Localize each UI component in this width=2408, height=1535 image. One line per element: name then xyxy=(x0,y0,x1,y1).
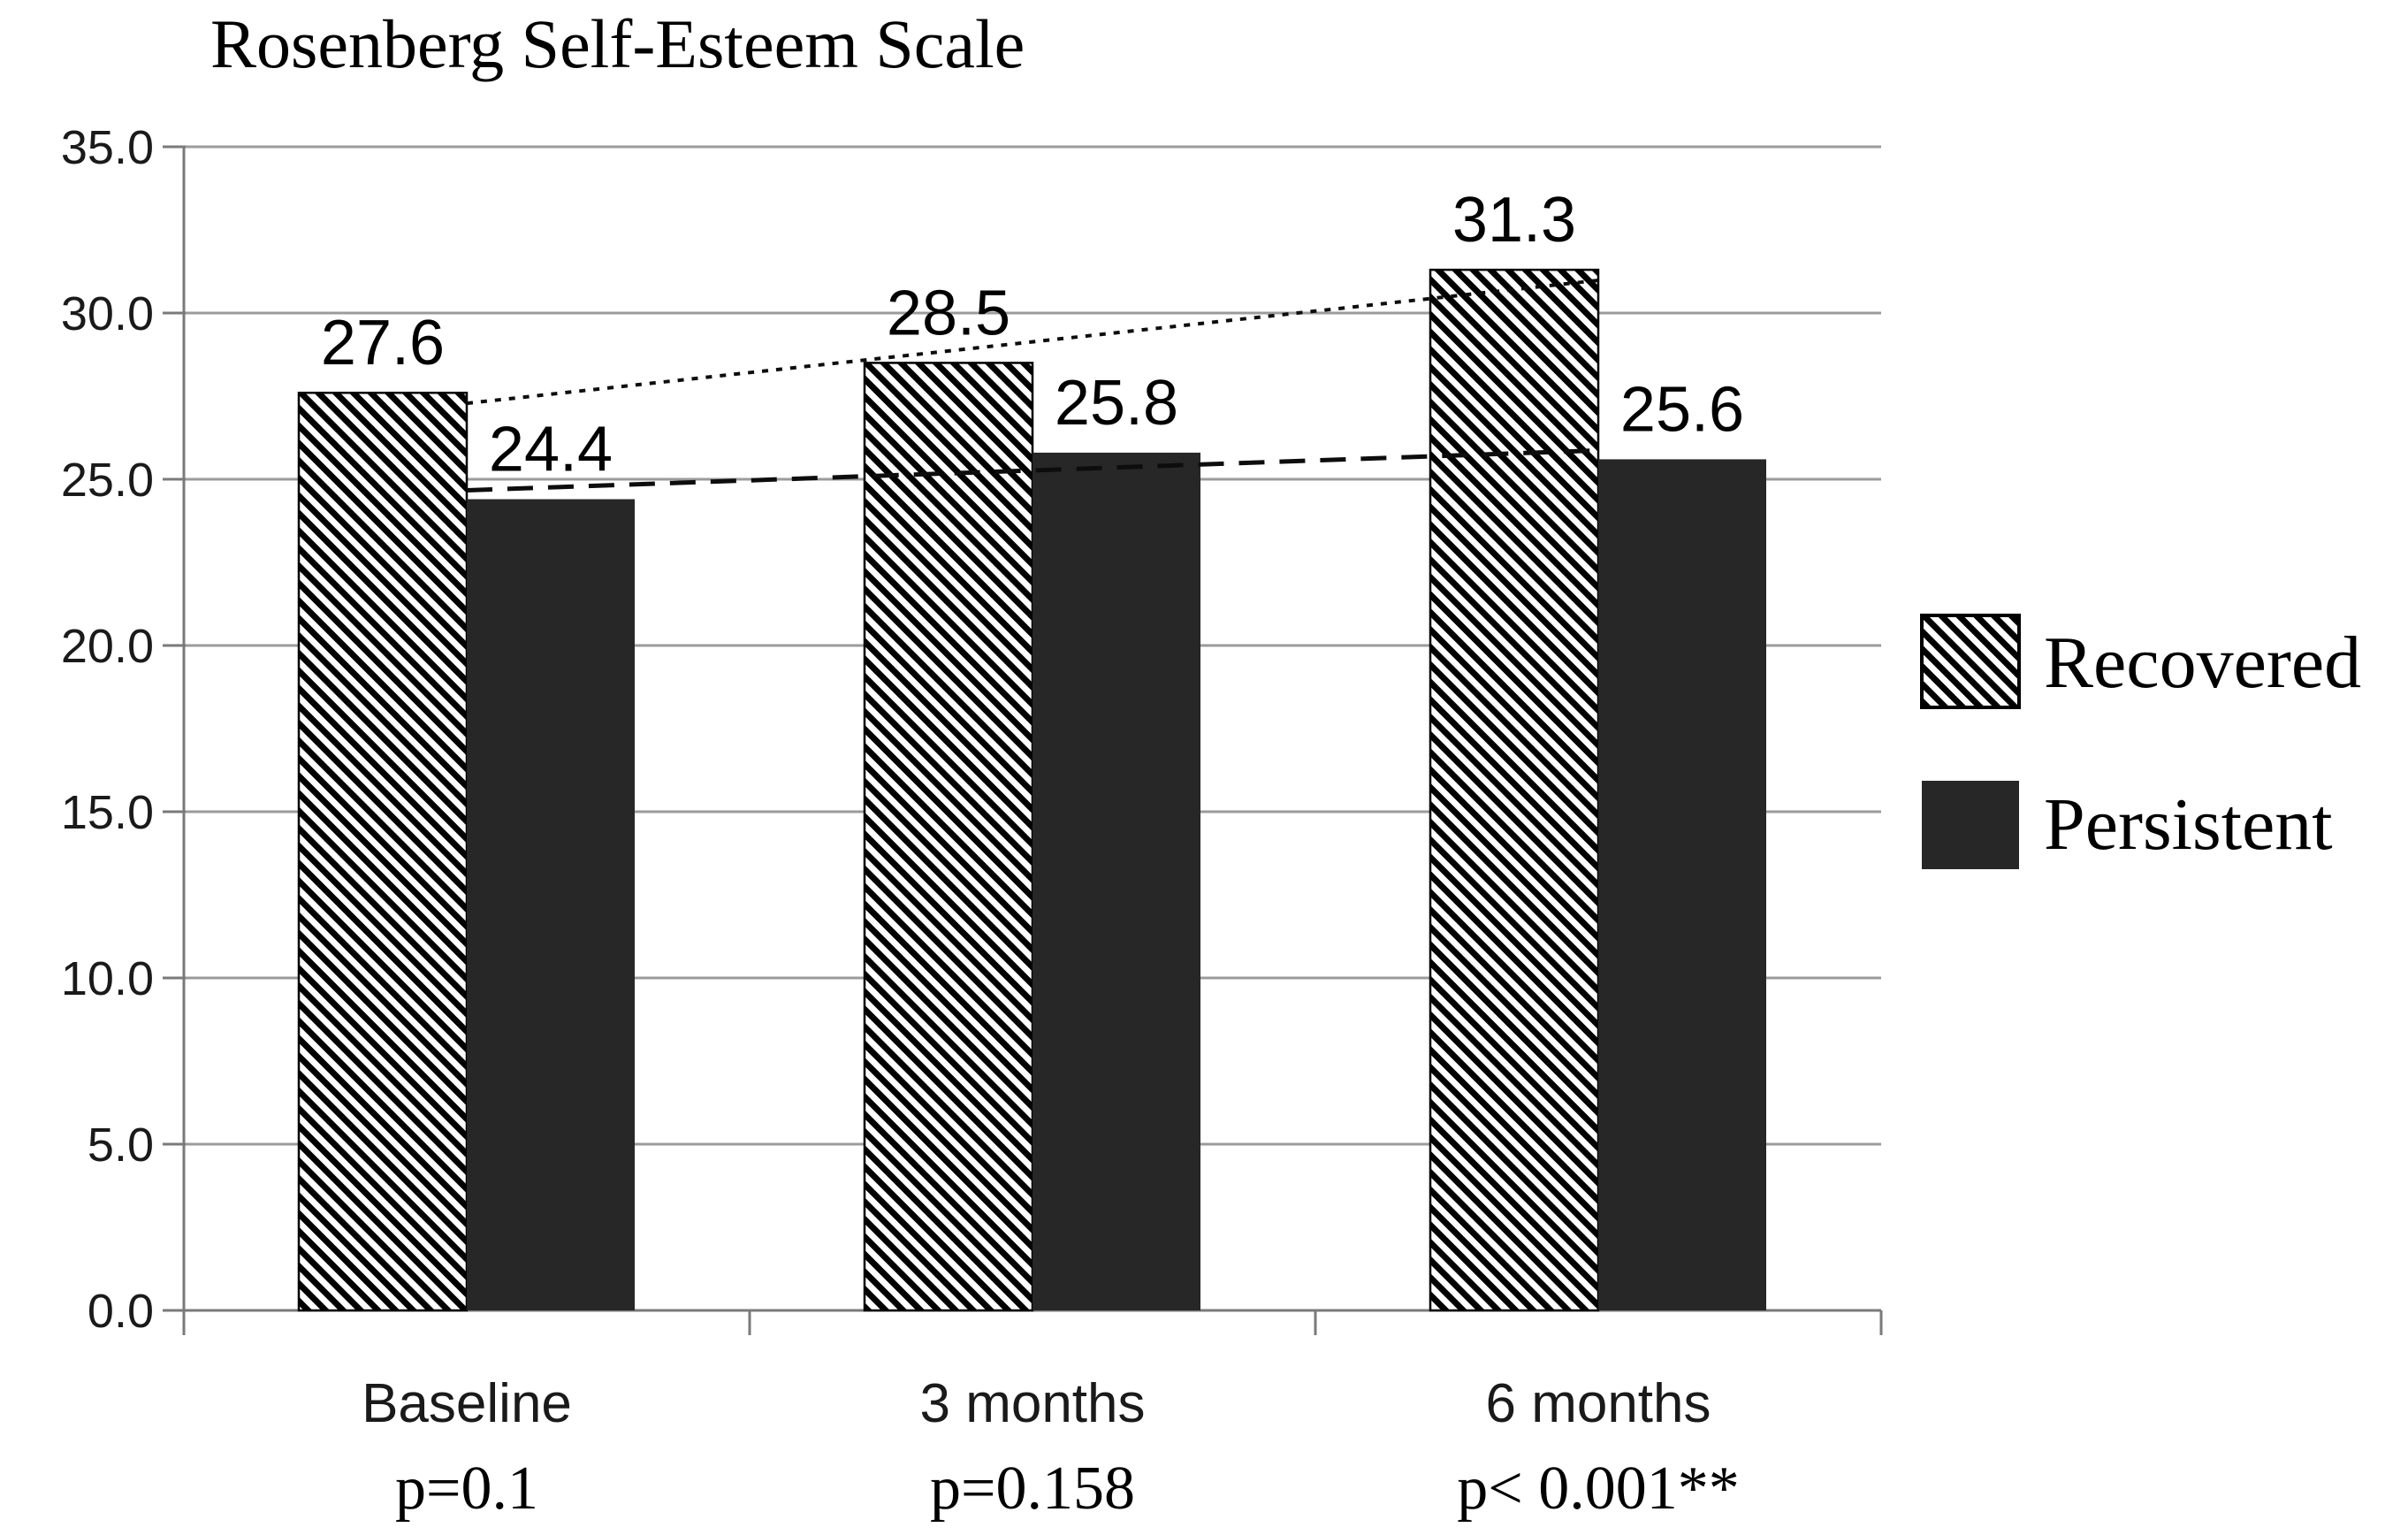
legend-swatch-recovered-hatch xyxy=(1920,614,2021,709)
value-label-persistent-0: 24.4 xyxy=(489,415,613,485)
x-category-label-0: Baseline xyxy=(362,1373,572,1434)
value-label-persistent-2: 25.6 xyxy=(1620,374,1744,445)
legend-swatch-persistent-solid xyxy=(1922,781,2019,869)
value-label-recovered-0: 27.6 xyxy=(321,308,445,378)
value-label-persistent-1: 25.8 xyxy=(1055,368,1178,439)
x-category-label-1: 3 months xyxy=(919,1373,1145,1434)
y-tick-label-0.0: 0.0 xyxy=(88,1285,154,1338)
chart-title: Rosenberg Self-Esteem Scale xyxy=(210,5,1025,82)
bar-persistent-baseline xyxy=(467,499,635,1310)
y-tick-label-25.0: 25.0 xyxy=(61,454,154,507)
legend-label-persistent: Persistent xyxy=(2044,783,2333,866)
value-label-recovered-1: 28.5 xyxy=(887,278,1010,348)
legend-label-recovered: Recovered xyxy=(2044,622,2361,704)
legend: Recovered Persistent xyxy=(1920,614,2361,869)
trendline-persistent-dashed xyxy=(466,447,1599,493)
bars-layer xyxy=(297,268,1766,1312)
trendline-recovered-dotted xyxy=(466,279,1599,406)
labels-layer: 0.0 5.0 10.0 15.0 20.0 25.0 30.0 35.0 27.6 24.4 Ba… xyxy=(61,121,1744,1523)
y-tick-label-10.0: 10.0 xyxy=(61,952,154,1005)
p-value-label-2: p< 0.001** xyxy=(1457,1455,1739,1523)
bar-persistent-3-months xyxy=(1033,452,1200,1310)
bar-recovered-6-months xyxy=(1429,268,1600,1312)
y-tick-label-35.0: 35.0 xyxy=(61,121,154,174)
x-category-label-2: 6 months xyxy=(1485,1373,1711,1434)
bar-persistent-6-months xyxy=(1598,459,1766,1310)
y-tick-label-15.0: 15.0 xyxy=(61,786,154,839)
bar-recovered-3-months xyxy=(863,362,1034,1312)
trendlines-layer xyxy=(466,279,1599,493)
p-value-label-0: p=0.1 xyxy=(395,1455,538,1523)
y-tick-label-5.0: 5.0 xyxy=(88,1119,154,1172)
y-tick-label-20.0: 20.0 xyxy=(61,620,154,673)
p-value-label-1: p=0.158 xyxy=(930,1455,1135,1523)
y-tick-label-30.0: 30.0 xyxy=(61,287,154,340)
value-label-recovered-2: 31.3 xyxy=(1452,185,1576,256)
bar-recovered-baseline xyxy=(297,391,469,1312)
